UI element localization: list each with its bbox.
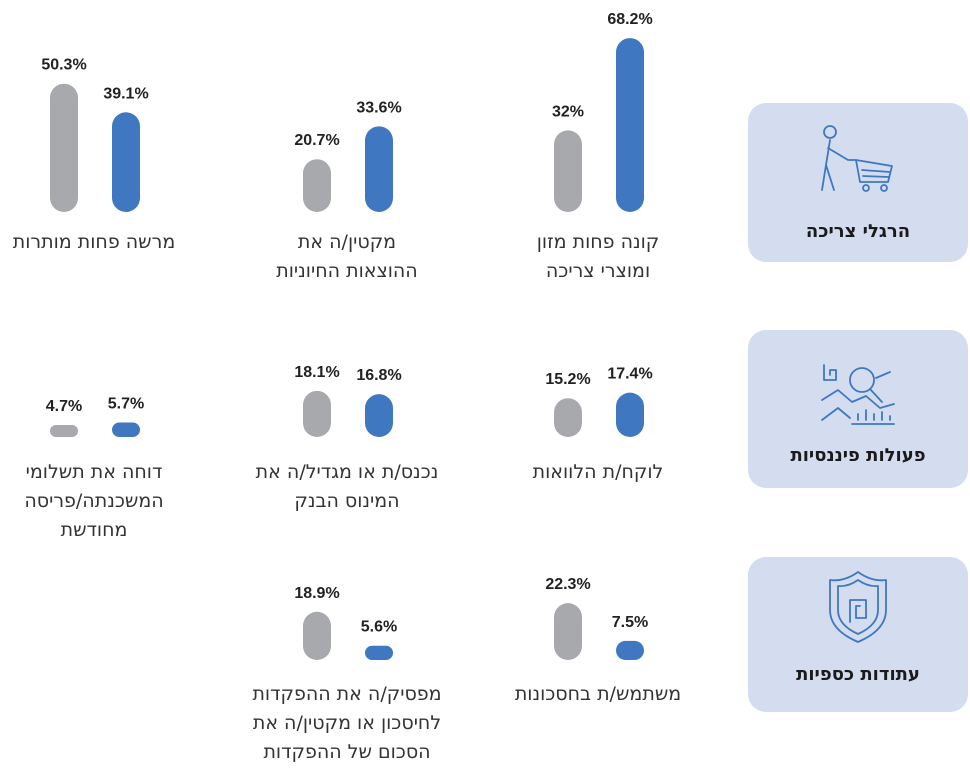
value-label: 17.4%	[607, 366, 652, 383]
value-label: 5.7%	[108, 395, 144, 412]
bar	[554, 130, 582, 212]
value-label: 16.8%	[356, 367, 401, 384]
item-label: קונה פחות מזון	[537, 231, 660, 253]
finance-icon	[821, 364, 895, 425]
bar	[50, 83, 78, 212]
category-label: עתודות כספיות	[796, 664, 920, 685]
bar	[112, 112, 140, 212]
bar	[112, 422, 140, 437]
bar	[303, 159, 331, 212]
value-label: 5.6%	[361, 619, 397, 636]
item-label: מרשה פחות מותרות	[13, 231, 175, 253]
bar	[554, 398, 582, 437]
value-label: 32%	[552, 103, 584, 120]
item-label: מחודשת	[61, 519, 128, 541]
value-label: 20.7%	[294, 132, 339, 149]
item-label: מפסיק/ה את ההפקדות	[252, 683, 441, 705]
item-label: המשכנתה/פריסה	[24, 490, 163, 512]
category-card	[748, 330, 968, 488]
value-label: 4.7%	[46, 398, 82, 415]
cart-icon	[821, 125, 893, 192]
value-label: 39.1%	[103, 85, 148, 102]
item-label: משתמש/ת בחסכונות	[515, 683, 681, 705]
value-label: 33.6%	[356, 99, 401, 116]
bar	[616, 392, 644, 437]
category-label: הרגלי צריכה	[806, 221, 910, 242]
value-label: 18.9%	[294, 585, 339, 602]
value-label: 68.2%	[607, 11, 652, 28]
category-card	[748, 103, 968, 262]
item-label: לחיסכון או מקטין/ה את	[253, 712, 441, 734]
bar	[365, 126, 393, 212]
bar	[554, 603, 582, 660]
bar	[303, 390, 331, 437]
bar	[616, 38, 644, 213]
item-label: המינוס הבנק	[294, 490, 399, 512]
bar	[365, 394, 393, 437]
bar	[50, 425, 78, 437]
item-label: הסכום של ההפקדות	[263, 741, 430, 763]
item-label: נכנס/ת או מגדיל/ה את	[256, 461, 439, 483]
item-label: דוחה את תשלומי	[26, 461, 163, 483]
item-label: מקטין/ה את	[298, 231, 396, 253]
bar	[616, 640, 644, 660]
category-label: פעולות פיננסיות	[790, 445, 925, 466]
value-label: 15.2%	[545, 371, 590, 388]
bar	[365, 645, 393, 660]
value-label: 50.3%	[41, 57, 86, 74]
value-label: 7.5%	[612, 614, 648, 631]
value-label: 18.1%	[294, 364, 339, 381]
value-label: 22.3%	[545, 576, 590, 593]
shield-icon	[829, 571, 887, 643]
item-label: ומוצרי צריכה	[546, 260, 650, 282]
item-label: ההוצאות החיוניות	[276, 260, 417, 282]
item-label: לוקח/ת הלוואות	[533, 461, 664, 483]
bar	[303, 611, 331, 660]
